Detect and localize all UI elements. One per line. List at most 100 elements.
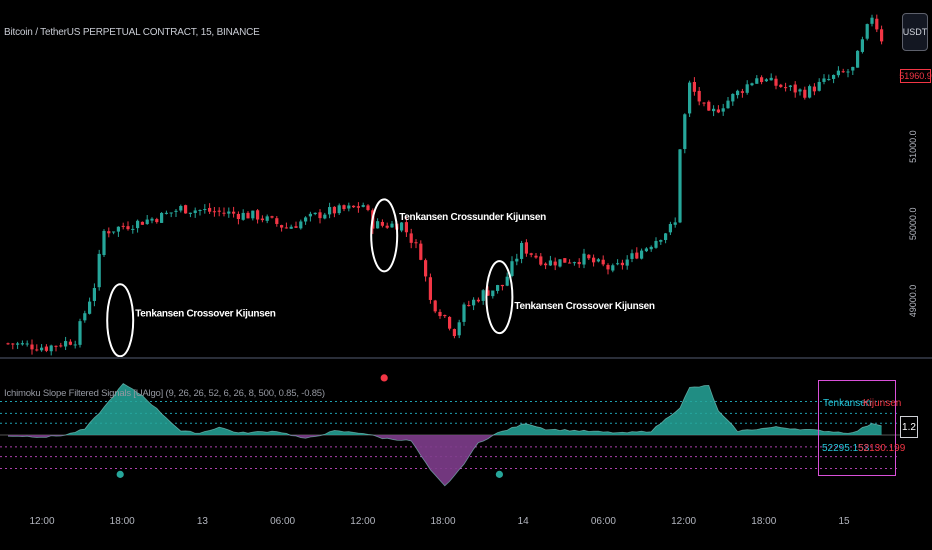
- oscillator-pane: [0, 374, 900, 487]
- candle-body: [126, 226, 130, 230]
- candle-body: [827, 79, 831, 81]
- candle-body: [764, 79, 768, 82]
- candle-body: [611, 265, 615, 271]
- symbol-title[interactable]: Bitcoin / TetherUS PERPETUAL CONTRACT, 1…: [4, 27, 260, 38]
- candle: [534, 252, 538, 259]
- candle-body: [107, 231, 111, 234]
- candle: [126, 221, 130, 231]
- candle-body: [236, 213, 240, 220]
- candle-body: [284, 227, 288, 229]
- candle-body: [779, 84, 783, 87]
- candle: [304, 216, 308, 225]
- candle: [664, 232, 668, 244]
- candle: [640, 248, 644, 260]
- candle: [500, 284, 504, 291]
- candle: [323, 212, 327, 220]
- candle-body: [83, 313, 87, 321]
- candle: [721, 103, 725, 116]
- candle-body: [760, 77, 764, 83]
- candle: [692, 77, 696, 96]
- candle: [145, 214, 149, 225]
- candle: [596, 258, 600, 263]
- candle-body: [803, 89, 807, 98]
- candle-body: [548, 260, 552, 266]
- candle: [496, 284, 500, 294]
- candle: [491, 290, 495, 299]
- candle: [457, 319, 461, 339]
- candle: [467, 300, 471, 307]
- candle: [376, 218, 380, 229]
- candle: [347, 202, 351, 212]
- candle-body: [712, 108, 716, 112]
- candle-body: [366, 205, 370, 210]
- candle-body: [491, 290, 495, 297]
- price-axis[interactable]: 49000.0 50000.0 51000.0: [908, 130, 918, 317]
- candle-body: [870, 17, 874, 24]
- candle-body: [404, 222, 408, 233]
- indicator-title[interactable]: Ichimoku Slope Filtered Signals [UAlgo] …: [4, 388, 325, 399]
- candle-body: [736, 90, 740, 96]
- time-axis[interactable]: 12:00 18:00 13 06:00 12:00 18:00 14 06:00 12:00 1…: [29, 516, 850, 527]
- candle-body: [131, 228, 135, 230]
- candle-body: [496, 285, 500, 291]
- candle-body: [620, 262, 624, 266]
- candle: [673, 217, 677, 228]
- candle-body: [673, 222, 677, 225]
- candle-body: [659, 240, 663, 242]
- candle: [448, 316, 452, 331]
- candle: [313, 212, 317, 216]
- candle-body: [745, 84, 749, 93]
- candle: [193, 207, 197, 218]
- candle: [726, 96, 730, 109]
- candle-body: [697, 90, 701, 102]
- candle: [793, 81, 797, 98]
- currency-button[interactable]: USDT: [902, 13, 928, 51]
- candle-body: [788, 85, 792, 87]
- oscillator-area-positive: [8, 383, 882, 435]
- candle-body: [856, 50, 860, 68]
- candle: [246, 211, 250, 219]
- candle: [236, 211, 240, 225]
- candle: [188, 212, 192, 218]
- candle: [102, 229, 106, 257]
- candle-body: [97, 253, 101, 288]
- candle-body: [472, 299, 476, 306]
- candle-body: [558, 259, 562, 267]
- candle: [332, 206, 336, 218]
- candle-body: [601, 259, 605, 265]
- candle: [419, 240, 423, 261]
- candle: [251, 210, 255, 221]
- candle-body: [649, 246, 653, 250]
- candle-body: [688, 82, 692, 114]
- candle: [35, 344, 39, 352]
- candle: [769, 73, 773, 81]
- candle-body: [683, 114, 687, 149]
- candle-body: [44, 346, 48, 351]
- candle-body: [313, 212, 317, 215]
- candle-body: [692, 82, 696, 92]
- candle: [836, 66, 840, 78]
- candle: [452, 328, 456, 339]
- candle: [779, 83, 783, 88]
- candle: [160, 212, 164, 223]
- time-tick-label: 18:00: [110, 516, 135, 527]
- candle-body: [35, 349, 39, 351]
- candle-body: [505, 276, 509, 286]
- candle-body: [59, 345, 63, 347]
- candle: [88, 297, 92, 315]
- signal-circle: [370, 198, 399, 273]
- candle: [241, 209, 245, 221]
- candle-body: [865, 24, 869, 39]
- candle: [49, 344, 53, 356]
- signal-circle: [485, 260, 514, 335]
- candle-body: [280, 225, 284, 228]
- candle-body: [222, 212, 226, 214]
- candle-body: [88, 301, 92, 314]
- candle-body: [534, 255, 538, 258]
- time-tick-label: 14: [518, 516, 530, 527]
- candle-body: [452, 329, 456, 337]
- candle: [822, 74, 826, 85]
- candle: [731, 93, 735, 106]
- candle-body: [184, 205, 188, 214]
